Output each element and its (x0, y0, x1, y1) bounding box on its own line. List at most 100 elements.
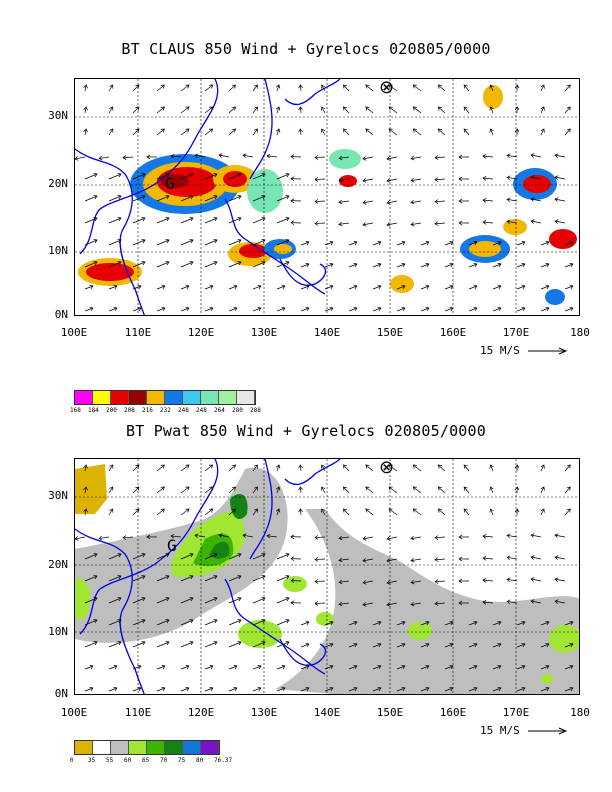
wind-arrow-head (434, 199, 439, 204)
wind-arrow-head (342, 128, 348, 133)
wind-arrow (204, 173, 218, 180)
wind-arrow-head (388, 486, 393, 491)
wind-arrow (84, 261, 98, 268)
wind-arrow (506, 600, 518, 604)
wind-arrow-head (554, 153, 559, 158)
wind-arrow (492, 307, 502, 312)
wind-arrow-head (514, 508, 520, 513)
wind-arrow-head (314, 601, 319, 606)
wind-arrow-head (329, 240, 334, 246)
wind-arrow-head (298, 486, 303, 491)
wind-arrow-head (117, 640, 122, 646)
wind-arrow (564, 128, 571, 136)
wind-arrow (252, 464, 258, 472)
colorbar-label: 208 (124, 407, 135, 414)
wind-arrow-head (554, 599, 559, 604)
wind-arrow-head (386, 200, 391, 205)
wind-arrow (204, 508, 213, 516)
wind-arrow (365, 128, 374, 136)
wind-arrow (252, 239, 266, 246)
wind-arrow-head (473, 664, 478, 670)
wind-arrow-head (362, 156, 367, 161)
wind-arrow-head (113, 664, 118, 670)
wind-arrow (343, 106, 350, 114)
wind-arrow (348, 665, 358, 670)
storm-marker: ⊗ (379, 459, 394, 478)
lon-label-120e: 120E (187, 706, 215, 719)
wind-arrow (564, 486, 571, 494)
wind-arrow-head (473, 642, 478, 648)
wind-arrow (108, 619, 122, 626)
wind-arrow (434, 558, 446, 561)
wind-arrow-head (137, 306, 142, 312)
wind-arrow-head (521, 262, 526, 268)
wind-arrow-head (137, 686, 142, 692)
wind-arrow (204, 486, 213, 494)
wind-arrow-head (290, 578, 295, 584)
wind-arrow-head (540, 128, 545, 133)
lon-label-170e: 170E (502, 706, 530, 719)
wind-arrow-head (497, 664, 502, 670)
wind-arrow (554, 556, 566, 560)
wind-arrow (490, 106, 494, 114)
wind-arrow-head (253, 128, 258, 133)
wind-arrow-head (141, 552, 146, 558)
wind-arrow-head (425, 284, 430, 290)
wind-arrow-head (290, 220, 295, 226)
wind-arrow (540, 687, 550, 692)
wind-arrow (228, 641, 242, 648)
wind-arrow (314, 156, 326, 158)
wind-arrow-head (458, 176, 463, 182)
wind-arrow-head (388, 128, 393, 133)
lat-label-20n: 20N (48, 177, 68, 190)
wind-arrow-head (165, 216, 170, 222)
wind-arrow (170, 155, 182, 158)
wind-arrow-head (449, 686, 454, 692)
wind-arrow-head (386, 222, 391, 227)
wind-arrow (348, 687, 358, 692)
wind-arrow (228, 575, 242, 582)
wind-arrow (386, 602, 398, 606)
wind-arrow-head (261, 552, 266, 558)
wind-arrow-head (321, 508, 326, 513)
wind-arrow (540, 128, 545, 136)
colorbar-swatch (111, 741, 129, 754)
wind-arrow (252, 553, 266, 560)
wind-arrow-head (141, 216, 146, 222)
wind-arrow (396, 307, 406, 312)
colorbar-swatch (147, 391, 165, 404)
wind-arrow (252, 665, 262, 670)
wind-arrow (420, 665, 430, 670)
wind-arrow-head (458, 154, 463, 160)
wind-arrow-head (218, 153, 223, 158)
wind-arrow (132, 508, 140, 516)
wind-arrow (372, 687, 382, 692)
wind-arrow (434, 602, 446, 605)
wind-arrow (84, 307, 94, 312)
wind-arrow-head (290, 556, 295, 562)
wind-arrow (228, 464, 236, 472)
lat-label-0n: 0N (54, 308, 68, 321)
wind-arrow-head (189, 574, 194, 580)
wind-arrow (84, 464, 87, 472)
wind-arrow-head (530, 219, 535, 224)
wind-arrow-head (410, 221, 415, 227)
wind-arrow-head (122, 155, 127, 160)
wind-arrow-head (463, 106, 468, 111)
wind-arrow (490, 84, 494, 92)
wind-arrow-head (497, 686, 502, 692)
wind-arrow (156, 687, 166, 692)
wind-arrow-head (425, 262, 430, 268)
wind-arrow (564, 508, 571, 516)
wind-arrow (444, 263, 454, 268)
wind-arrow (482, 579, 494, 582)
wind-arrow-head (566, 106, 571, 111)
wind-arrow (156, 486, 165, 494)
wind-arrow (324, 687, 334, 692)
wind-arrow-head (117, 552, 122, 558)
wind-arrow (516, 665, 526, 670)
wind-arrow-head (298, 508, 303, 513)
wind-arrow-head (463, 486, 468, 491)
wind-arrow-head (521, 306, 526, 312)
wind-arrow-head (257, 686, 262, 692)
